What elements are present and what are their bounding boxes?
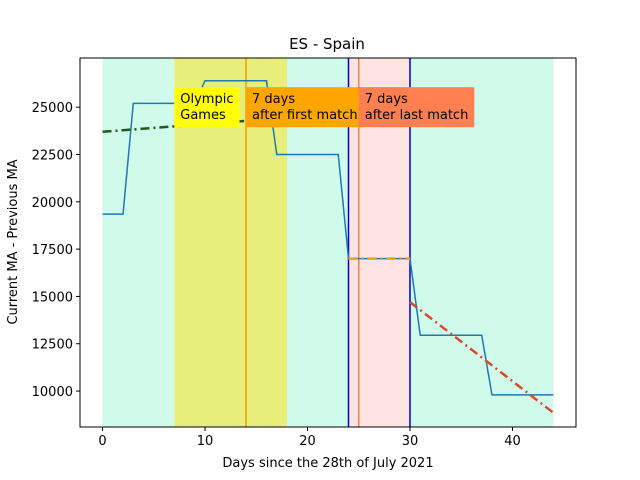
chart-title: ES - Spain	[289, 35, 365, 53]
annotation-1-line-0: 7 days	[252, 92, 295, 107]
y-tick-label-6: 25000	[32, 101, 73, 116]
annotation-0-box	[174, 87, 240, 128]
annotation-2-line-0: 7 days	[365, 92, 408, 107]
y-axis-label: Current MA - Previous MA	[6, 159, 21, 324]
series-line-0	[102, 79, 554, 396]
annotation-1-box	[246, 87, 364, 128]
x-axis-label: Days since the 28th of July 2021	[222, 456, 433, 471]
annotation-0-line-0: Olympic	[180, 92, 233, 107]
x-tick-label-4: 40	[504, 434, 521, 449]
annotation-2-line-1: after last match	[365, 108, 469, 123]
x-tick-label-1: 10	[197, 434, 214, 449]
annotation-1-line-1: after first match	[252, 108, 358, 123]
annotation-0-line-1: Games	[180, 108, 226, 123]
trend-line-2	[409, 301, 555, 414]
y-tick-label-5: 22500	[32, 149, 73, 164]
y-tick-label-3: 17500	[32, 243, 73, 258]
x-tick-label-3: 30	[402, 434, 419, 449]
x-tick-label-2: 20	[299, 434, 316, 449]
annotation-2-box	[358, 87, 475, 128]
plot-frame	[79, 57, 577, 428]
x-tick-label-0: 0	[98, 434, 106, 449]
y-tick-label-4: 20000	[32, 196, 73, 211]
shaded-region-0	[102, 58, 175, 427]
y-tick-label-1: 12500	[32, 338, 73, 353]
axis-ticks: 0 10 20 30 40 10000 12500 15000 17500 20000 22500 2…	[32, 101, 521, 449]
y-tick-label-2: 15000	[32, 290, 73, 305]
y-tick-label-0: 10000	[32, 385, 73, 400]
